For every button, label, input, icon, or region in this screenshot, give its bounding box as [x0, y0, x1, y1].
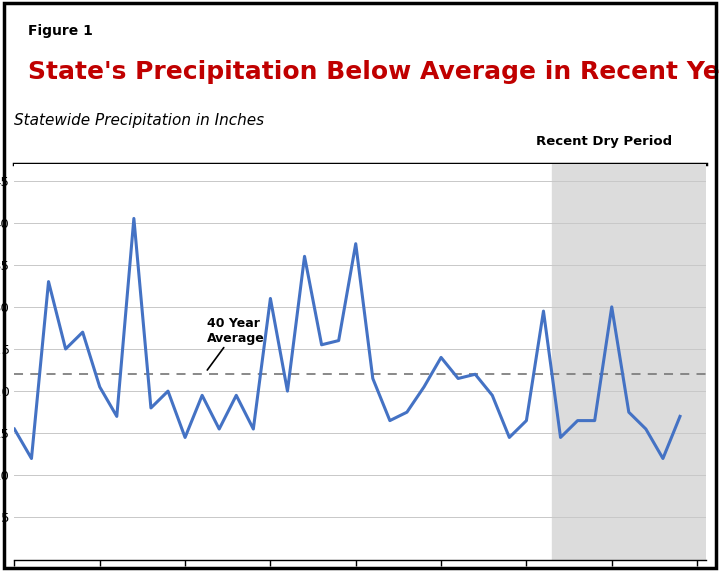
Text: Figure 1: Figure 1	[28, 23, 93, 38]
Text: Recent Dry Period: Recent Dry Period	[536, 135, 672, 148]
Text: Statewide Precipitation in Inches: Statewide Precipitation in Inches	[14, 113, 264, 128]
Text: State's Precipitation Below Average in Recent Years: State's Precipitation Below Average in R…	[28, 60, 720, 84]
Bar	[552, 164, 706, 560]
Text: 40 Year
Average: 40 Year Average	[207, 317, 265, 370]
